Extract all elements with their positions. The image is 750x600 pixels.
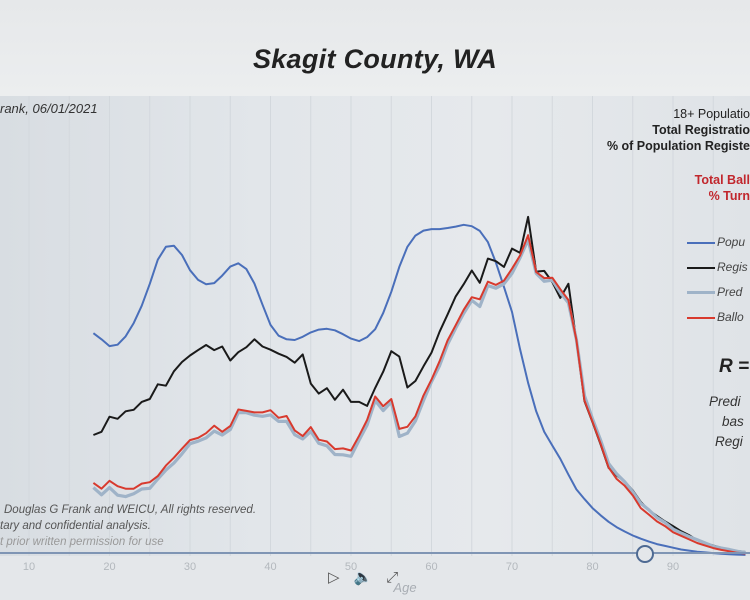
chart-legend: Popu Regis Pred Ballo: [687, 230, 748, 330]
stats-panel: 18+ Populatio Total Registratio % of Pop…: [607, 106, 750, 204]
x-tick-label: 50: [345, 561, 357, 573]
copyright-notice: Douglas G Frank and WEICU, All rights re…: [0, 502, 256, 550]
series-line-ballo: [92, 234, 746, 555]
x-tick-label: 10: [23, 561, 35, 573]
volume-icon[interactable]: 🔈: [353, 569, 373, 586]
legend-item: Pred: [687, 280, 748, 305]
copyright-line-1: Douglas G Frank and WEICU, All rights re…: [4, 504, 257, 516]
video-scrubber-track[interactable]: [0, 552, 750, 554]
note-line-1: Predi: [709, 394, 741, 409]
stats-line-total-ballots: Total Ball: [694, 173, 750, 187]
x-tick-label: 80: [586, 561, 598, 573]
chart-title: Skagit County, WA: [252, 44, 498, 74]
chart-plot: [28, 96, 746, 556]
stats-line-registration: Total Registratio: [652, 123, 750, 137]
note-line-2: bas: [722, 414, 744, 429]
legend-swatch: [687, 316, 715, 319]
chart-lines: [92, 215, 746, 556]
x-tick-label: 30: [184, 561, 196, 573]
note-line-3: Regi: [715, 434, 743, 449]
legend-label: Ballo: [717, 310, 744, 324]
video-controls: ▷ 🔈 ⤢: [328, 568, 399, 587]
copyright-line-3: t prior written permission for use: [0, 536, 164, 548]
legend-swatch: [687, 291, 715, 294]
x-tick-label: 20: [103, 561, 115, 573]
copyright-line-2: tary and confidential analysis.: [0, 520, 151, 532]
x-axis-label: Age: [392, 580, 416, 595]
legend-swatch: [687, 266, 715, 269]
slide-header-band: [0, 0, 750, 96]
legend-label: Regis: [717, 260, 748, 274]
x-tick-label: 90: [667, 561, 679, 573]
x-tick-labels: 10 20 30 40 50 60 70 80 90: [23, 561, 679, 573]
legend-item: Popu: [687, 230, 748, 255]
x-axis: 10 20 30 40 50 60 70 80 90 Age: [23, 561, 679, 595]
series-line-pred: [92, 238, 746, 554]
legend-swatch: [687, 241, 715, 244]
series-line-popu: [92, 223, 746, 556]
x-tick-label: 40: [264, 561, 276, 573]
stats-line-pct-turnout: % Turn: [708, 189, 750, 203]
stats-line-population: 18+ Populatio: [673, 107, 750, 121]
video-scrubber-handle[interactable]: [636, 545, 654, 563]
play-icon[interactable]: ▷: [328, 569, 340, 586]
prediction-note: Predi bas Regi: [709, 392, 744, 452]
legend-item: Ballo: [687, 305, 748, 330]
legend-label: Popu: [717, 235, 746, 249]
stats-line-pct-registered: % of Population Registe: [606, 139, 750, 153]
x-tick-label: 70: [506, 561, 518, 573]
x-tick-label: 60: [425, 561, 437, 573]
chart-slide: [0, 96, 750, 556]
legend-item: Regis: [687, 255, 748, 280]
expand-icon[interactable]: ⤢: [386, 568, 399, 586]
byline: rank, 06/01/2021: [0, 101, 98, 116]
legend-label: Pred: [717, 285, 743, 299]
r-value-label: R =: [719, 356, 750, 377]
